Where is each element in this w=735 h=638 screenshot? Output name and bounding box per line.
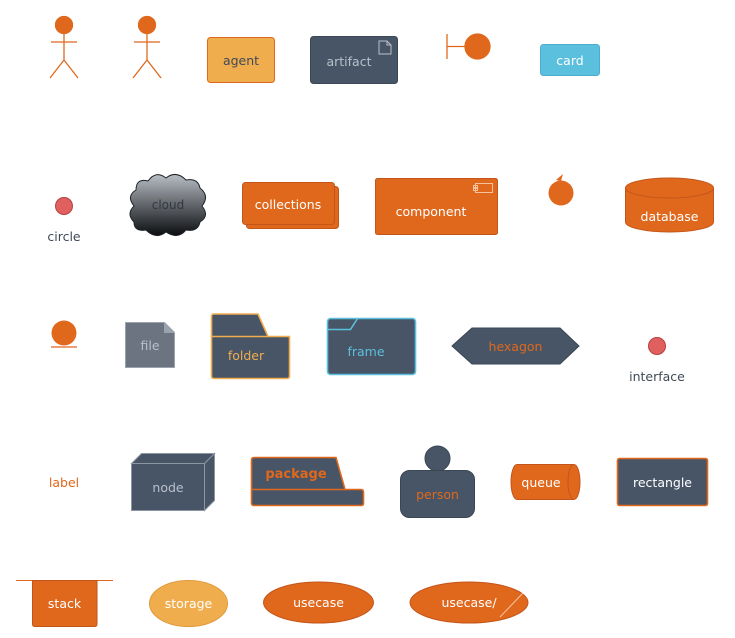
usecase-label: usecase [293, 595, 344, 610]
component-shape[interactable]: component [375, 178, 498, 235]
agent-shape[interactable]: agent [207, 37, 275, 83]
rectangle-label: rectangle [633, 475, 692, 490]
boundary-shape[interactable] [446, 33, 491, 60]
queue-label: queue [521, 475, 560, 490]
actor-business-shape[interactable] [132, 15, 162, 79]
hexagon-label: hexagon [489, 339, 543, 354]
collections-label: collections [255, 197, 322, 212]
label-shape[interactable]: label [49, 475, 79, 490]
circle-shape[interactable]: circle [47, 197, 81, 245]
database-shape[interactable]: database [625, 177, 714, 233]
control-shape[interactable] [548, 174, 574, 206]
folder-shape[interactable]: folder [210, 313, 291, 380]
node-shape[interactable]: node [130, 452, 216, 512]
file-icon [378, 40, 392, 55]
rectangle-shape[interactable]: rectangle [616, 457, 709, 507]
collections-shape[interactable]: collections [242, 182, 339, 229]
interface-label: interface [629, 369, 685, 384]
cloud-shape[interactable]: cloud [129, 174, 206, 236]
card-shape[interactable]: card [540, 44, 600, 76]
frame-shape[interactable]: frame [326, 317, 417, 376]
component-icon [473, 183, 493, 193]
cloud-label: cloud [152, 198, 185, 212]
agent-label: agent [223, 53, 259, 68]
storage-label: storage [165, 596, 213, 611]
actor-shape[interactable] [49, 15, 79, 79]
interface-shape[interactable]: interface [629, 337, 685, 385]
usecase-shape[interactable]: usecase [263, 581, 374, 624]
hexagon-shape[interactable]: hexagon [451, 327, 580, 365]
person-label: person [416, 487, 459, 502]
file-shape[interactable]: file [125, 322, 175, 368]
circle-label: circle [47, 229, 81, 244]
frame-label: frame [347, 344, 384, 359]
package-label: package [265, 467, 327, 482]
label-text: label [49, 475, 79, 490]
usecase-business-label: usecase/ [441, 595, 497, 610]
card-label: card [556, 53, 583, 68]
queue-shape[interactable]: queue [510, 464, 581, 500]
usecase-business-shape[interactable]: usecase/ [409, 581, 529, 624]
stack-label: stack [48, 596, 82, 611]
entity-shape[interactable] [51, 320, 77, 348]
artifact-shape[interactable]: artifact [310, 36, 398, 84]
component-label: component [396, 204, 467, 219]
node-label: node [152, 480, 184, 495]
file-label: file [140, 338, 159, 353]
folder-label: folder [228, 348, 265, 363]
package-shape[interactable]: package [250, 456, 365, 507]
person-shape[interactable]: person [400, 445, 475, 518]
stack-shape[interactable]: stack [16, 580, 113, 627]
storage-shape[interactable]: storage [149, 580, 228, 627]
database-label: database [641, 209, 699, 224]
artifact-label: artifact [326, 54, 371, 69]
